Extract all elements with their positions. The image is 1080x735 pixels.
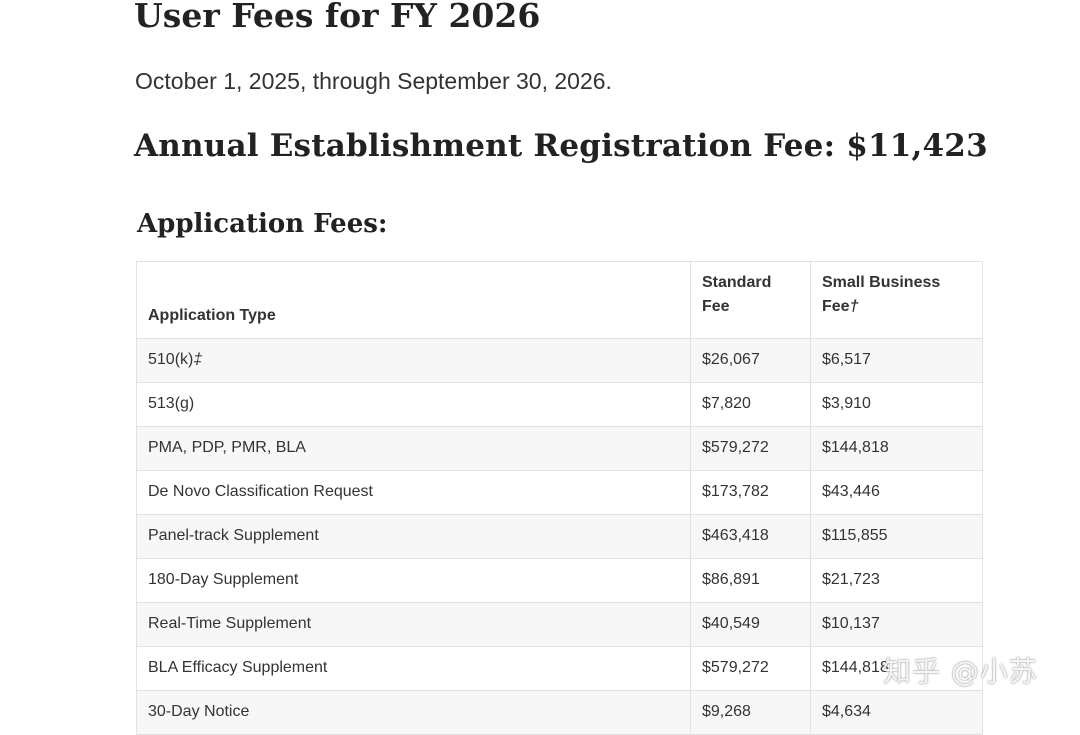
table-row: BLA Efficacy Supplement $579,272 $144,818 [136, 646, 983, 691]
small-business-fee-cell: $10,137 [810, 602, 983, 647]
date-range: October 1, 2025, through September 30, 2… [135, 68, 612, 94]
standard-fee-cell: $579,272 [690, 646, 811, 691]
application-type-label: 180-Day Supplement [148, 571, 299, 588]
table-row: Real-Time Supplement $40,549 $10,137 [136, 602, 983, 647]
small-business-fee-cell: $4,634 [810, 690, 983, 735]
annual-registration-fee-heading: Annual Establishment Registration Fee: $… [134, 128, 988, 164]
application-type-label: BLA Efficacy Supplement [148, 659, 328, 676]
standard-fee-cell: $579,272 [690, 426, 811, 471]
application-type-cell: Real-Time Supplement [136, 602, 691, 647]
header-application-type: Application Type [136, 261, 691, 339]
table-row: 30-Day Notice $9,268 $4,634 [136, 690, 983, 735]
application-type-cell: De Novo Classification Request [136, 470, 691, 515]
application-type-cell: BLA Efficacy Supplement [136, 646, 691, 691]
zhihu-watermark: 知乎 @小苏 [883, 655, 1038, 688]
application-type-label: PMA, PDP, PMR, BLA [148, 439, 306, 456]
small-business-fee-cell: $43,446 [810, 470, 983, 515]
small-business-fee-cell: $144,818 [810, 646, 983, 691]
application-type-label: De Novo Classification Request [148, 483, 373, 500]
application-type-cell: 510(k)‡ [136, 338, 691, 383]
standard-fee-cell: $40,549 [690, 602, 811, 647]
application-fees-heading: Application Fees: [137, 209, 388, 239]
table-row: PMA, PDP, PMR, BLA $579,272 $144,818 [136, 426, 983, 471]
application-type-cell: 513(g) [136, 382, 691, 427]
small-business-fee-cell: $21,723 [810, 558, 983, 603]
application-type-cell: 180-Day Supplement [136, 558, 691, 603]
application-type-label: 510(k) [148, 351, 194, 368]
application-type-cell: 30-Day Notice [136, 690, 691, 735]
footnote-mark: ‡ [193, 351, 203, 368]
standard-fee-cell: $86,891 [690, 558, 811, 603]
application-fees-table: Application Type Standard Fee Small Busi… [136, 261, 983, 735]
small-business-fee-cell: $6,517 [810, 338, 983, 383]
application-type-label: Panel-track Supplement [148, 527, 319, 544]
standard-fee-cell: $9,268 [690, 690, 811, 735]
table-header-row: Application Type Standard Fee Small Busi… [136, 261, 983, 339]
table-body: 510(k)‡ $26,067 $6,517 513(g) $7,820 $3,910 PM… [136, 338, 983, 735]
small-business-fee-cell: $144,818 [810, 426, 983, 471]
dagger-footnote-mark: † [849, 298, 859, 315]
application-type-label: 513(g) [148, 395, 195, 412]
header-standard-fee: Standard Fee [690, 261, 811, 339]
small-business-fee-cell: $115,855 [810, 514, 983, 559]
table-row: 180-Day Supplement $86,891 $21,723 [136, 558, 983, 603]
standard-fee-cell: $173,782 [690, 470, 811, 515]
table-row: De Novo Classification Request $173,782 $4… [136, 470, 983, 515]
standard-fee-cell: $463,418 [690, 514, 811, 559]
header-small-business-fee-label: Small Business Fee [822, 274, 941, 315]
application-type-label: 30-Day Notice [148, 703, 250, 720]
header-small-business-fee: Small Business Fee† [810, 261, 983, 339]
table-row: Panel-track Supplement $463,418 $115,855 [136, 514, 983, 559]
page-title: User Fees for FY 2026 [134, 0, 541, 35]
table-row: 510(k)‡ $26,067 $6,517 [136, 338, 983, 383]
standard-fee-cell: $7,820 [690, 382, 811, 427]
application-type-cell: Panel-track Supplement [136, 514, 691, 559]
standard-fee-cell: $26,067 [690, 338, 811, 383]
application-type-cell: PMA, PDP, PMR, BLA [136, 426, 691, 471]
application-type-label: Real-Time Supplement [148, 615, 312, 632]
table-row: 513(g) $7,820 $3,910 [136, 382, 983, 427]
small-business-fee-cell: $3,910 [810, 382, 983, 427]
